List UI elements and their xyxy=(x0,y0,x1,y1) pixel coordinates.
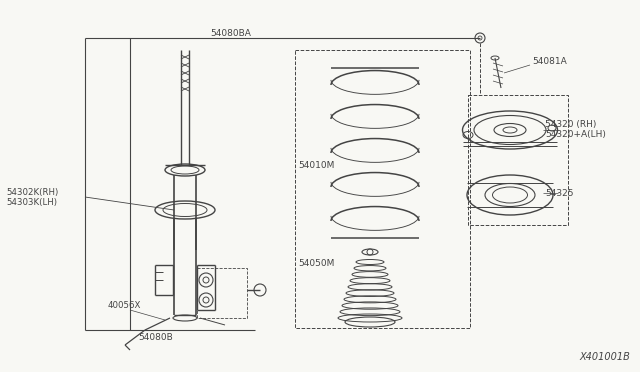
Text: X401001B: X401001B xyxy=(579,352,630,362)
Text: 54081A: 54081A xyxy=(532,58,567,67)
Text: 54320 (RH): 54320 (RH) xyxy=(545,121,596,129)
Bar xyxy=(468,95,568,225)
Text: 54010M: 54010M xyxy=(298,160,334,170)
Text: 54303K(LH): 54303K(LH) xyxy=(6,198,57,206)
Text: 54320+A(LH): 54320+A(LH) xyxy=(545,131,606,140)
Bar xyxy=(197,268,247,318)
Text: 40056X: 40056X xyxy=(108,301,141,310)
Bar xyxy=(295,50,470,328)
Text: 54080BA: 54080BA xyxy=(210,29,251,38)
Text: 54050M: 54050M xyxy=(298,259,334,267)
Text: 54302K(RH): 54302K(RH) xyxy=(6,187,58,196)
Text: 54080B: 54080B xyxy=(138,334,173,343)
Text: 54325: 54325 xyxy=(545,189,573,198)
